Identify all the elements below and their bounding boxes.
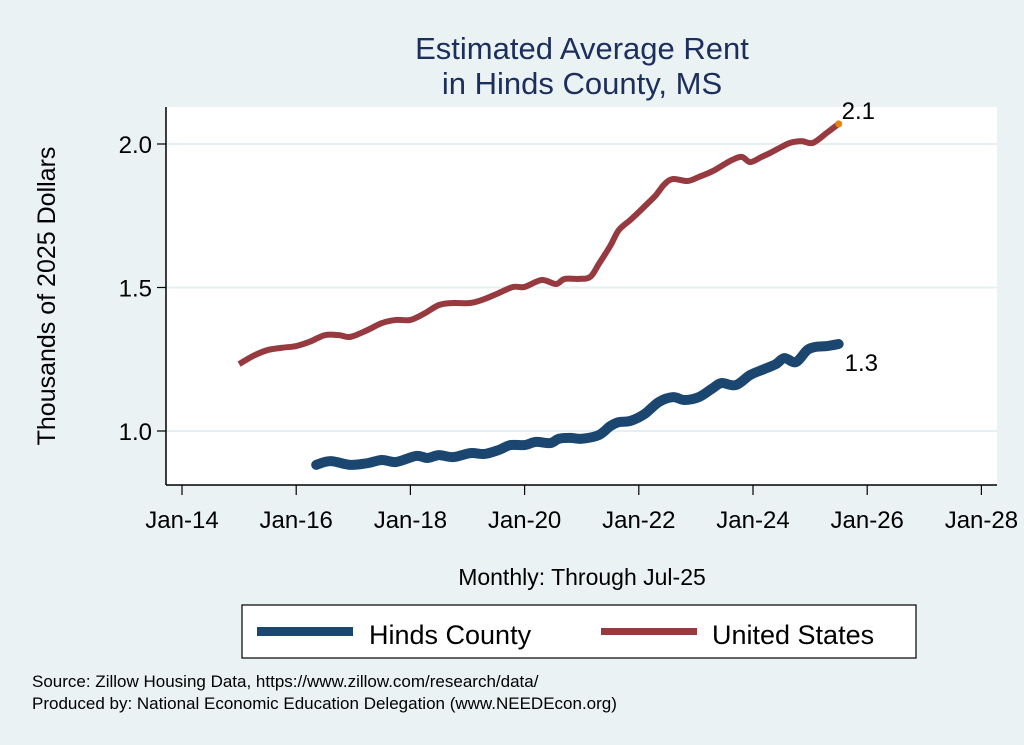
x-axis-title: Monthly: Through Jul-25 bbox=[458, 564, 706, 590]
end-label-hinds-county: 1.3 bbox=[845, 350, 878, 377]
end-label-united-states: 2.1 bbox=[842, 98, 875, 125]
y-tick-label: 2.0 bbox=[119, 132, 152, 159]
legend-label-hinds-county: Hinds County bbox=[369, 620, 532, 650]
x-tick-label: Jan-14 bbox=[145, 507, 218, 534]
x-tick-label: Jan-28 bbox=[945, 507, 1018, 534]
x-tick-label: Jan-22 bbox=[602, 507, 675, 534]
chart-title-line-1: Estimated Average Rent bbox=[415, 31, 749, 66]
x-tick-label: Jan-16 bbox=[260, 507, 333, 534]
y-tick-label: 1.5 bbox=[119, 276, 152, 303]
legend-swatch-hinds-county bbox=[257, 627, 353, 636]
series-line-hinds-county bbox=[311, 339, 844, 470]
end-marker-united-states bbox=[835, 120, 843, 128]
legend-swatch-united-states bbox=[601, 628, 697, 635]
plot-area bbox=[166, 107, 997, 485]
series-line-united-states bbox=[237, 121, 841, 367]
source-note: Source: Zillow Housing Data, https://www… bbox=[32, 672, 539, 691]
x-tick-label: Jan-20 bbox=[488, 507, 561, 534]
producer-note: Produced by: National Economic Education… bbox=[32, 694, 617, 713]
x-tick-label: Jan-26 bbox=[831, 507, 904, 534]
x-tick-label: Jan-18 bbox=[374, 507, 447, 534]
y-tick-label: 1.0 bbox=[119, 419, 152, 446]
chart-title-line-2: in Hinds County, MS bbox=[442, 66, 722, 101]
legend-box bbox=[241, 604, 917, 659]
y-axis-title: Thousands of 2025 Dollars bbox=[33, 147, 61, 446]
x-tick-label: Jan-24 bbox=[716, 507, 789, 534]
legend-label-united-states: United States bbox=[712, 620, 874, 650]
